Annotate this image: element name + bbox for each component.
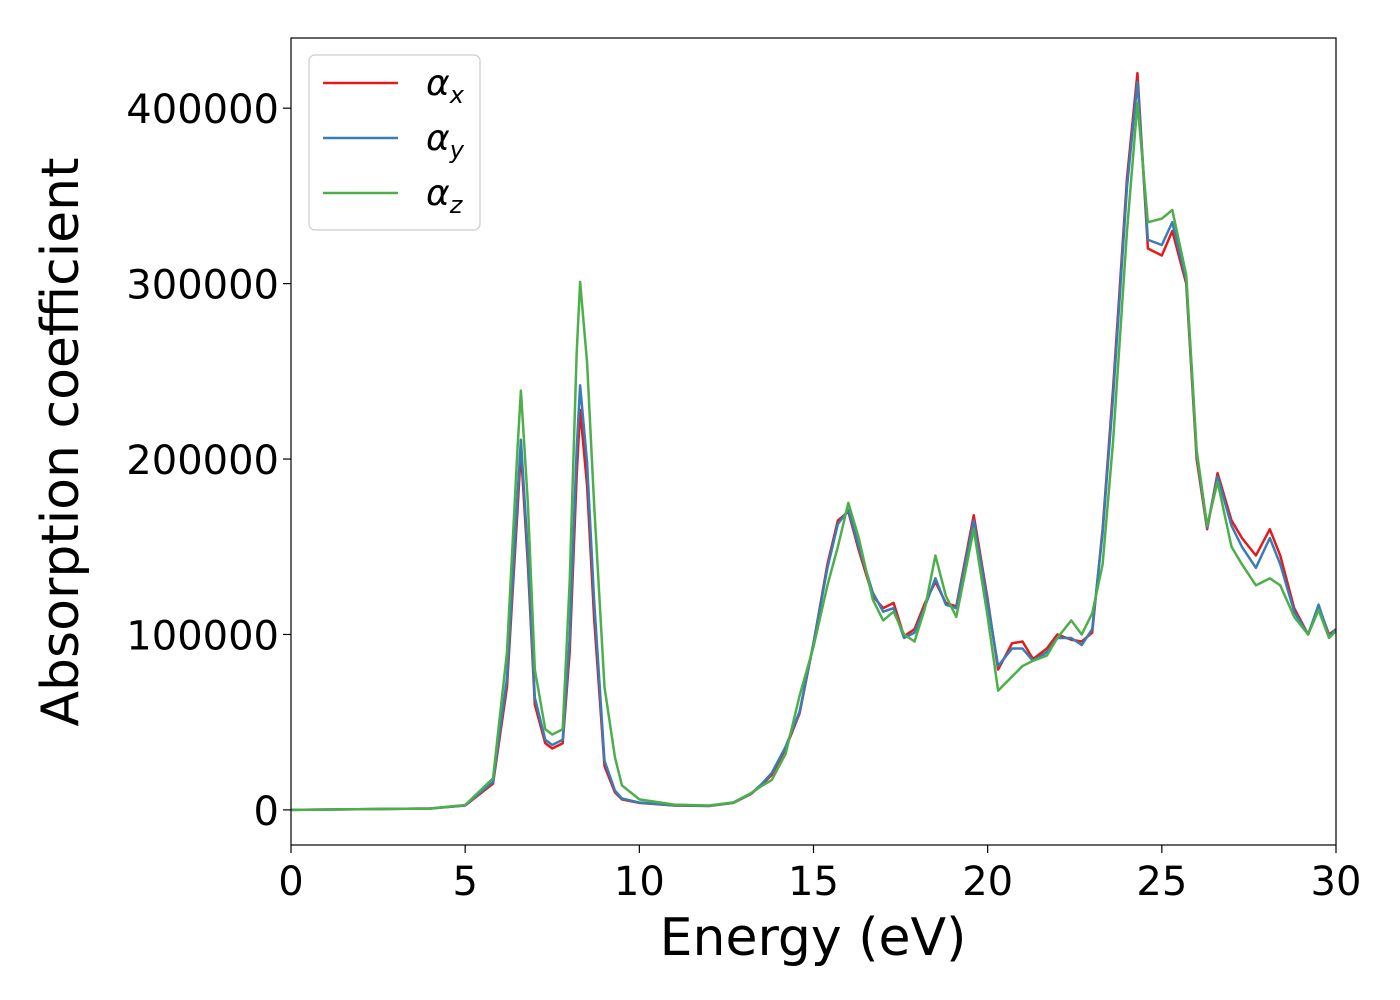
legend-label-subscript: x xyxy=(449,81,465,109)
x-axis: 0 5 10 15 20 25 30 xyxy=(278,845,1361,905)
x-tick-label: 10 xyxy=(614,859,665,905)
y-tick-label: 200000 xyxy=(126,438,279,484)
y-tick-label: 0 xyxy=(254,789,279,835)
x-tick-label: 15 xyxy=(788,859,839,905)
legend-label-x: αx xyxy=(426,63,465,109)
legend-label-symbol: α xyxy=(426,63,450,104)
legend-box xyxy=(308,54,481,231)
y-tick-label: 400000 xyxy=(126,87,279,133)
x-tick-label: 0 xyxy=(278,859,303,905)
y-axis-title: Absorption coefficient xyxy=(31,157,91,726)
x-tick-label: 5 xyxy=(452,859,477,905)
x-tick-label: 30 xyxy=(1311,859,1362,905)
legend-label-subscript: z xyxy=(449,191,464,219)
legend-label-y: αy xyxy=(426,118,465,164)
y-tick-label: 100000 xyxy=(126,613,279,659)
series-line-z xyxy=(291,101,1336,812)
x-axis-title: Energy (eV) xyxy=(660,908,967,968)
legend-label-subscript: y xyxy=(449,136,465,164)
y-axis: 0 100000 200000 300000 400000 xyxy=(126,87,291,835)
series-layer xyxy=(291,71,1336,812)
legend-label-symbol: α xyxy=(426,173,450,214)
y-tick-label: 300000 xyxy=(126,263,279,309)
legend-label-z: αz xyxy=(426,173,464,219)
x-tick-label: 20 xyxy=(962,859,1013,905)
x-tick-label: 25 xyxy=(1136,859,1187,905)
legend-label-symbol: α xyxy=(426,118,450,159)
